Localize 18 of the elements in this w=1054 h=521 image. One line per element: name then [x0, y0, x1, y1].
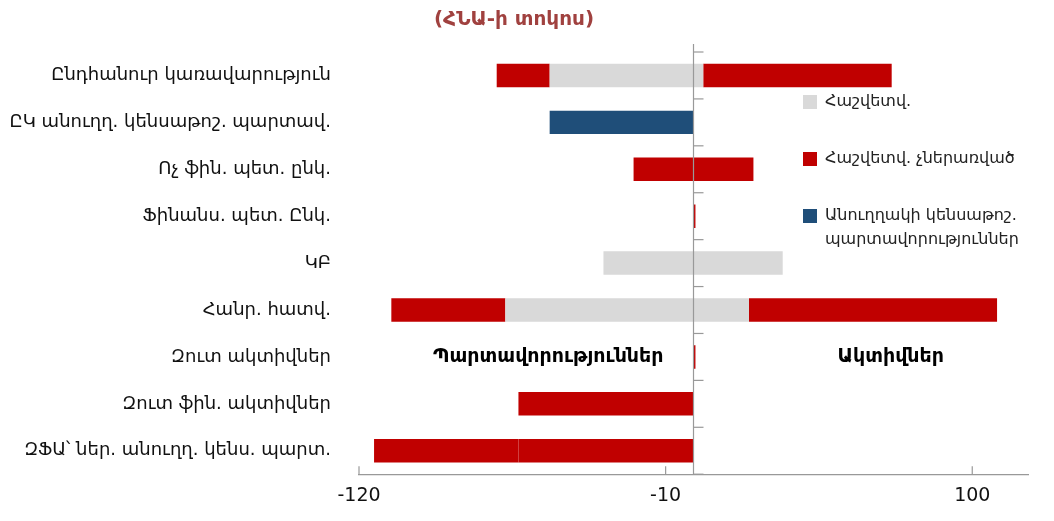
y-tick-label: Զուտ ֆին. ակտիվներ: [122, 391, 331, 413]
annotation: Պարտավորություններ: [433, 343, 664, 366]
x-tick-label: -120: [337, 482, 381, 505]
chart-title: (ՀՆԱ-ի տոկոս): [433, 6, 595, 31]
y-tick-label: Ոչ ֆին. պետ. ընկ.: [158, 156, 331, 178]
y-tick-label: Ֆինանս. պետ. Ընկ.: [142, 203, 331, 225]
x-tick-label: -10: [650, 482, 682, 505]
y-tick-label: Զուտ ակտիվներ: [171, 344, 331, 366]
y-tick-label: ԿԲ: [304, 250, 331, 272]
x-tick-label: 100: [954, 482, 991, 505]
y-tick-label: ԶՖԱ՝ ներ. անուղղ. կենս. պարտ.: [24, 438, 331, 460]
legend-label: Հաշվետվ. չներառված: [825, 148, 1015, 168]
legend-label: Հաշվետվ.: [825, 91, 912, 111]
y-tick-label: Ընդհանուր կառավարություն: [51, 63, 331, 85]
y-tick-label: Հանր. հատվ.: [202, 297, 331, 319]
annotation: Ակտիվներ: [837, 343, 944, 366]
y-tick-label: ԸԿ անուղղ. կենսաթոշ. պարտավ.: [9, 110, 331, 132]
legend-label: Անուղղակի կենսաթոշ. պարտավորություններ: [825, 205, 1019, 249]
